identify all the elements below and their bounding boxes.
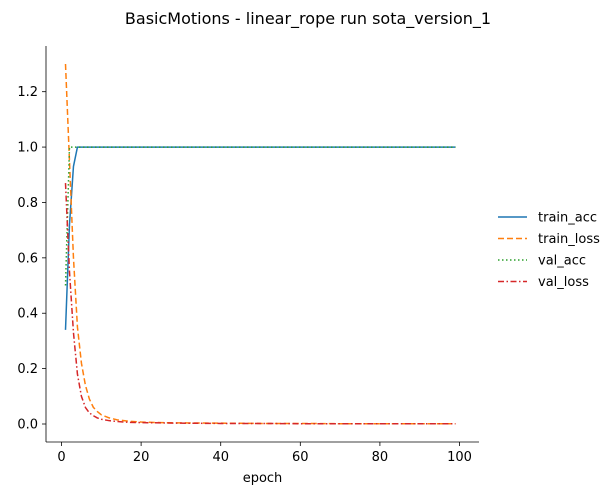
y-tick-label: 0.6	[17, 251, 38, 266]
x-tick-label: 80	[372, 450, 389, 465]
legend-label: val_acc	[538, 254, 586, 269]
x-tick-label: 40	[212, 450, 229, 465]
y-tick-label: 0.8	[17, 196, 38, 211]
series-line-train-loss	[64, 63, 456, 425]
x-tick-label: 100	[447, 450, 472, 465]
y-tick-label: 1.2	[17, 85, 38, 100]
y-tick-label: 0.4	[17, 307, 38, 322]
x-tick-label: 20	[133, 450, 150, 465]
series-line-val-acc	[64, 146, 456, 286]
y-axis-ticks: 0.0 0.2 0.4 0.6 0.8 1.0 1.2	[17, 85, 46, 433]
x-axis-label: epoch	[243, 471, 283, 486]
plot-area	[64, 63, 456, 425]
x-tick-label: 0	[57, 450, 65, 465]
legend-label: val_loss	[538, 275, 589, 290]
y-tick-label: 0.2	[17, 362, 38, 377]
legend: train_acc train_loss val_acc val_loss	[498, 211, 600, 290]
chart-title: BasicMotions - linear_rope run sota_vers…	[125, 9, 491, 29]
series-line-val-loss	[64, 183, 456, 425]
x-tick-label: 60	[292, 450, 309, 465]
legend-label: train_loss	[538, 232, 600, 247]
legend-label: train_acc	[538, 211, 597, 226]
y-tick-label: 1.0	[17, 141, 38, 156]
x-axis-ticks: 0 20 40 60 80 100	[57, 442, 472, 465]
y-tick-label: 0.0	[17, 418, 38, 433]
series-line-train-acc	[64, 146, 456, 330]
